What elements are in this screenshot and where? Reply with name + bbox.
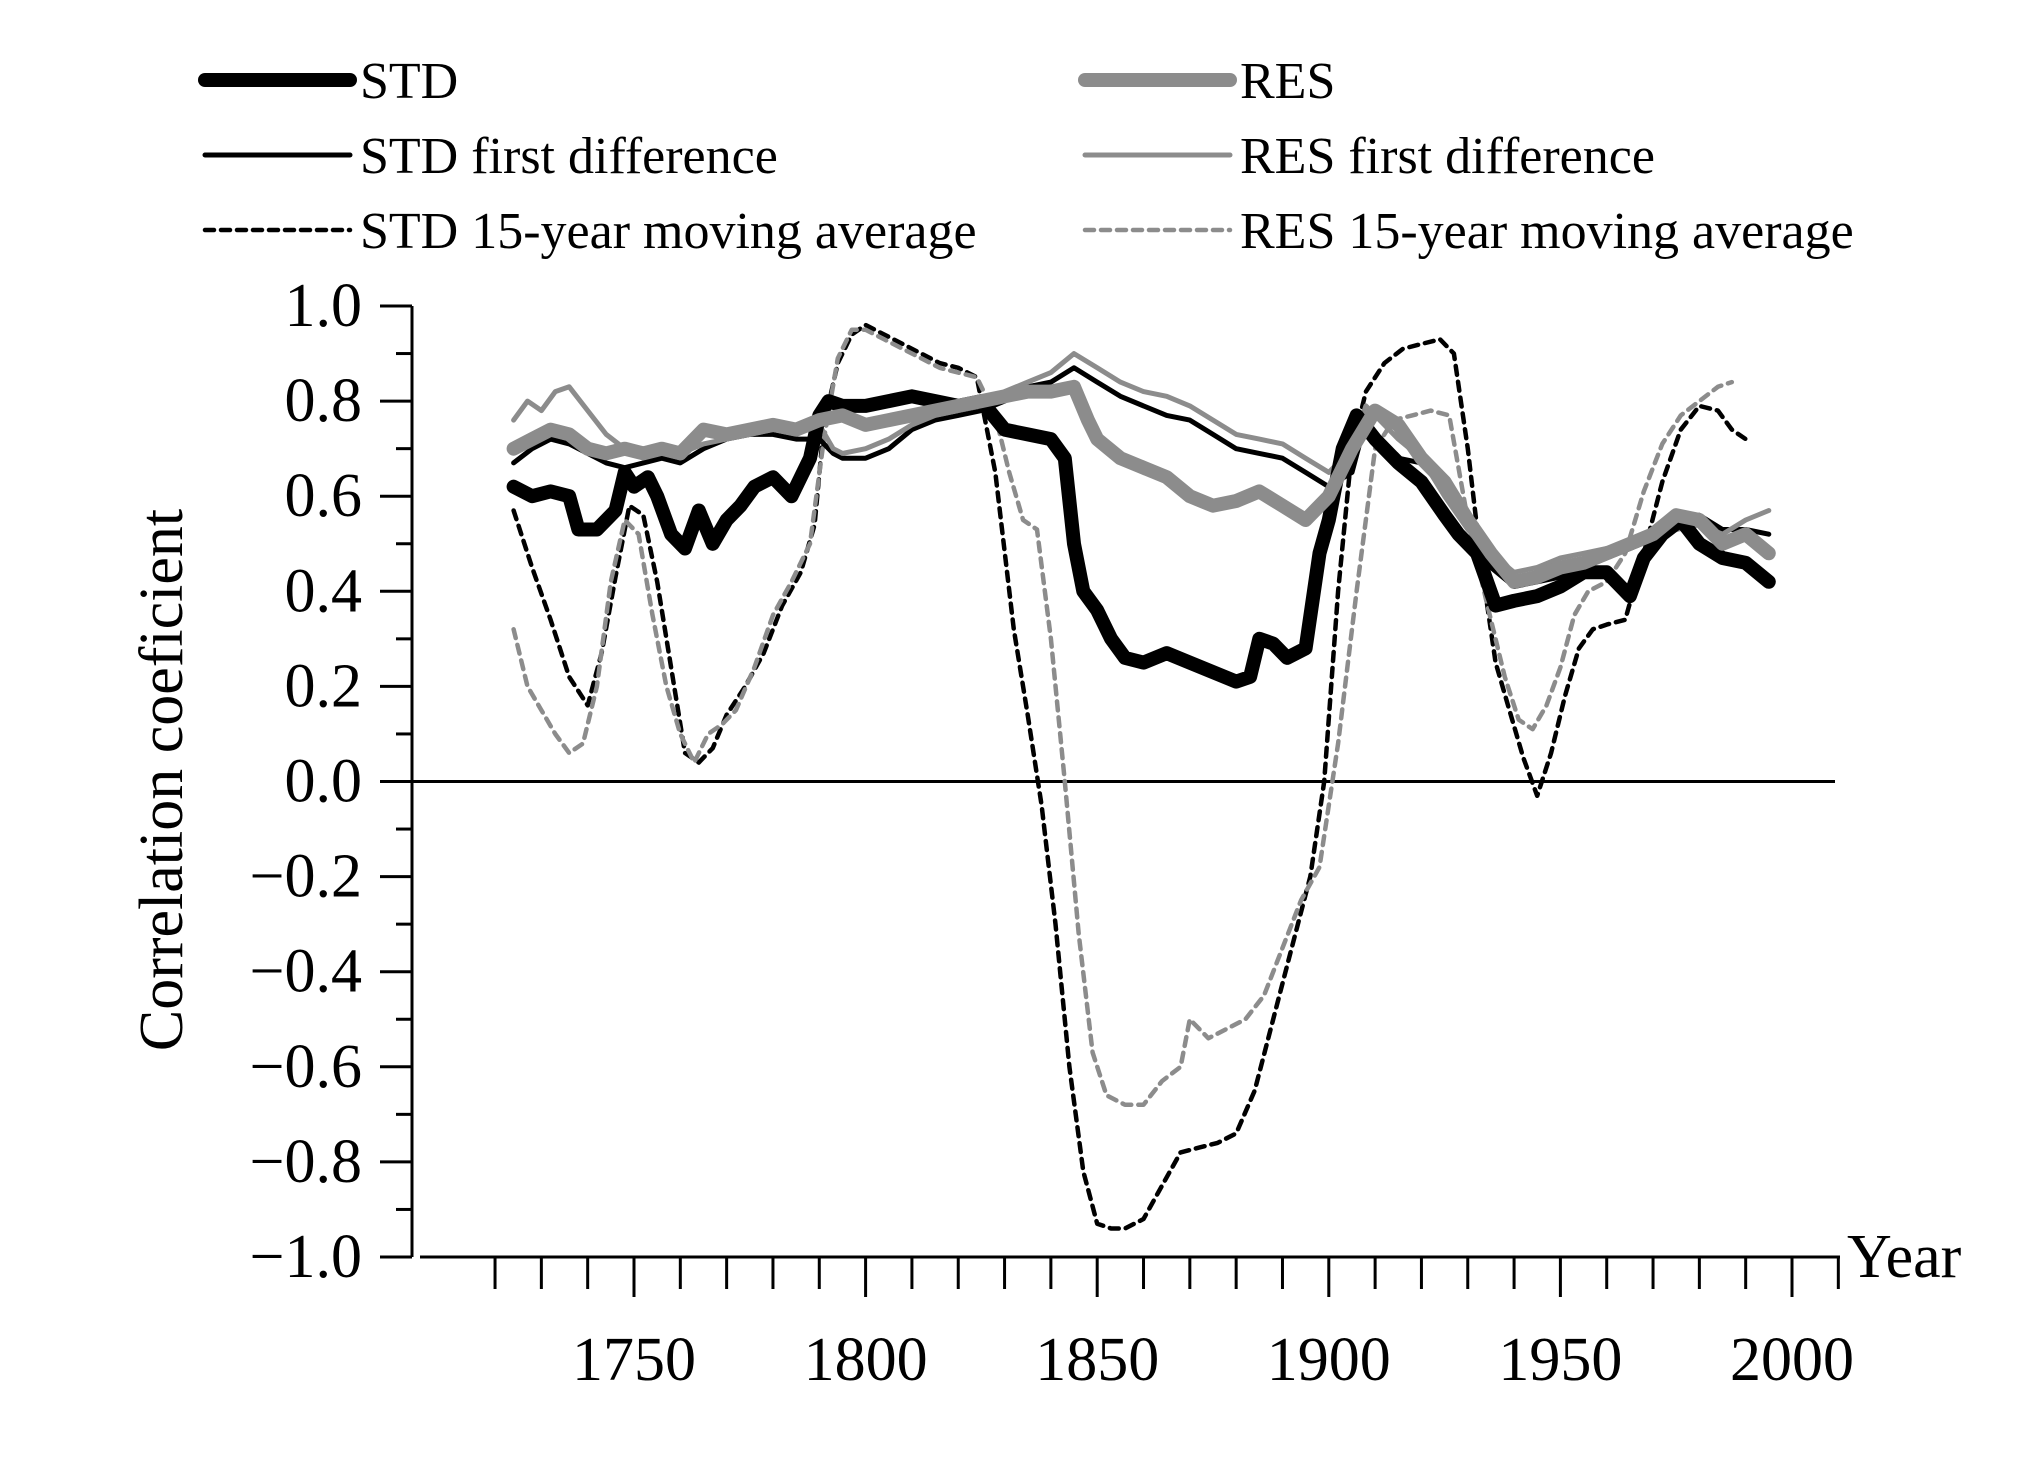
legend-label-std-15-year-moving-average: STD 15-year moving average: [360, 203, 977, 260]
y-tick-label: 0.4: [285, 557, 363, 625]
series-line-res-15-year-moving-average: [511, 327, 1735, 1108]
y-tick-label: 1.0: [285, 272, 363, 340]
axes: 1.0 0.8 0.6 0.4 0.2 0.0 −0.2 −0.4 −0.6 −0.8 −1.0 17…: [128, 272, 1962, 1394]
series-group: [506, 322, 1776, 1231]
y-tick-label: 0.0: [285, 748, 363, 816]
series-line-std-15-year-moving-average: [511, 322, 1748, 1231]
x-tick-label: 1900: [1267, 1326, 1391, 1394]
y-tick-label: −0.8: [250, 1128, 362, 1196]
series-line-res: [506, 379, 1776, 589]
y-axis-title: Correlation coeficient: [128, 509, 196, 1051]
y-tick-label: −0.2: [250, 843, 362, 911]
legend-label-res-15-year-moving-average: RES 15-year moving average: [1240, 203, 1854, 260]
y-tick-label: 0.2: [285, 652, 363, 720]
x-tick-label: 1850: [1035, 1326, 1159, 1394]
legend-label-res: RES: [1240, 53, 1335, 110]
y-tick-label: −0.4: [250, 938, 362, 1006]
y-tick-label: 0.6: [285, 462, 363, 530]
legend-label-std-first-difference: STD first difference: [360, 128, 778, 185]
y-tick-label: −0.6: [250, 1033, 362, 1101]
y-tick-label: 0.8: [285, 367, 363, 435]
x-tick-label: 2000: [1730, 1326, 1854, 1394]
x-axis-title: Year: [1847, 1223, 1962, 1291]
legend-label-std: STD: [360, 53, 458, 110]
x-tick-label: 1950: [1498, 1326, 1622, 1394]
x-tick-label: 1800: [804, 1326, 928, 1394]
legend-label-res-first-difference: RES first difference: [1240, 128, 1655, 185]
y-tick-label: −1.0: [250, 1223, 362, 1291]
x-tick-label: 1750: [572, 1326, 696, 1394]
series-line-std: [506, 389, 1776, 689]
legend: STD RES STD first difference RES first diff…: [198, 53, 1854, 260]
